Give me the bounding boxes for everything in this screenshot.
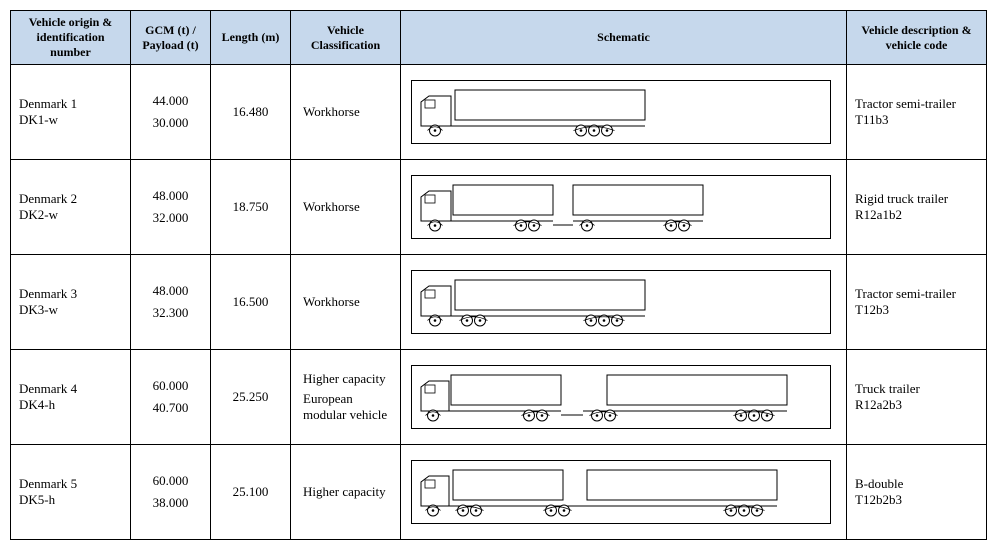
- col-length: Length (m): [211, 11, 291, 65]
- truck-schematic-icon: [411, 80, 831, 144]
- origin-line2: DK2-w: [19, 207, 122, 223]
- col-gcm: GCM (t) / Payload (t): [131, 11, 211, 65]
- length-value: 25.250: [233, 389, 269, 404]
- payload-value: 32.300: [139, 305, 202, 321]
- desc-line1: Tractor semi-trailer: [855, 96, 978, 112]
- truck-schematic-icon: [411, 175, 831, 239]
- origin-line1: Denmark 2: [19, 191, 122, 207]
- truck-schematic-icon: [411, 365, 831, 429]
- classification-line: Workhorse: [303, 104, 392, 120]
- classification-line: European modular vehicle: [303, 391, 392, 423]
- classification-cell: Workhorse: [291, 160, 401, 255]
- gcm-value: 60.000: [139, 378, 202, 394]
- length-cell: 18.750: [211, 160, 291, 255]
- classification-line: Higher capacity: [303, 371, 392, 387]
- payload-value: 40.700: [139, 400, 202, 416]
- origin-line2: DK4-h: [19, 397, 122, 413]
- truck-schematic-icon: [411, 270, 831, 334]
- origin-cell: Denmark 4DK4-h: [11, 350, 131, 445]
- origin-line1: Denmark 3: [19, 286, 122, 302]
- col-origin: Vehicle origin & identification number: [11, 11, 131, 65]
- gcm-cell: 60.000 40.700: [131, 350, 211, 445]
- payload-value: 30.000: [139, 115, 202, 131]
- description-cell: Tractor semi-trailerT11b3: [847, 65, 987, 160]
- origin-cell: Denmark 2DK2-w: [11, 160, 131, 255]
- col-description: Vehicle description & vehicle code: [847, 11, 987, 65]
- desc-line2: T12b2b3: [855, 492, 978, 508]
- origin-line1: Denmark 4: [19, 381, 122, 397]
- length-cell: 16.480: [211, 65, 291, 160]
- length-value: 16.500: [233, 294, 269, 309]
- desc-line2: R12a2b3: [855, 397, 978, 413]
- desc-line2: T11b3: [855, 112, 978, 128]
- desc-line1: B-double: [855, 476, 978, 492]
- length-cell: 16.500: [211, 255, 291, 350]
- classification-line: Higher capacity: [303, 484, 392, 500]
- origin-line2: DK5-h: [19, 492, 122, 508]
- origin-cell: Denmark 5DK5-h: [11, 445, 131, 540]
- gcm-cell: 60.000 38.000: [131, 445, 211, 540]
- gcm-cell: 44.000 30.000: [131, 65, 211, 160]
- table-row: Denmark 3DK3-w 48.000 32.300 16.500 Workhors…: [11, 255, 987, 350]
- classification-cell: Workhorse: [291, 255, 401, 350]
- col-schematic: Schematic: [401, 11, 847, 65]
- length-cell: 25.250: [211, 350, 291, 445]
- gcm-value: 48.000: [139, 283, 202, 299]
- table-row: Denmark 1DK1-w 44.000 30.000 16.480 Workhors…: [11, 65, 987, 160]
- schematic-cell: [401, 65, 847, 160]
- origin-cell: Denmark 1DK1-w: [11, 65, 131, 160]
- origin-line1: Denmark 5: [19, 476, 122, 492]
- schematic-cell: [401, 160, 847, 255]
- classification-cell: Workhorse: [291, 65, 401, 160]
- description-cell: Rigid truck trailerR12a1b2: [847, 160, 987, 255]
- desc-line1: Truck trailer: [855, 381, 978, 397]
- classification-cell: Higher capacity: [291, 445, 401, 540]
- payload-value: 38.000: [139, 495, 202, 511]
- classification-line: Workhorse: [303, 199, 392, 215]
- schematic-cell: [401, 255, 847, 350]
- table-row: Denmark 5DK5-h 60.000 38.000 25.100 Higher c…: [11, 445, 987, 540]
- desc-line1: Rigid truck trailer: [855, 191, 978, 207]
- desc-line2: R12a1b2: [855, 207, 978, 223]
- vehicle-table: Vehicle origin & identification number G…: [10, 10, 987, 540]
- classification-line: Workhorse: [303, 294, 392, 310]
- description-cell: Truck trailerR12a2b3: [847, 350, 987, 445]
- length-value: 25.100: [233, 484, 269, 499]
- length-value: 16.480: [233, 104, 269, 119]
- truck-schematic-icon: [411, 460, 831, 524]
- length-value: 18.750: [233, 199, 269, 214]
- gcm-value: 48.000: [139, 188, 202, 204]
- desc-line1: Tractor semi-trailer: [855, 286, 978, 302]
- description-cell: B-doubleT12b2b3: [847, 445, 987, 540]
- gcm-value: 44.000: [139, 93, 202, 109]
- origin-cell: Denmark 3DK3-w: [11, 255, 131, 350]
- schematic-cell: [401, 445, 847, 540]
- col-classification: Vehicle Classification: [291, 11, 401, 65]
- length-cell: 25.100: [211, 445, 291, 540]
- table-row: Denmark 4DK4-h 60.000 40.700 25.250 Higher c…: [11, 350, 987, 445]
- header-row: Vehicle origin & identification number G…: [11, 11, 987, 65]
- desc-line2: T12b3: [855, 302, 978, 318]
- classification-cell: Higher capacity European modular vehicle: [291, 350, 401, 445]
- gcm-cell: 48.000 32.000: [131, 160, 211, 255]
- origin-line2: DK3-w: [19, 302, 122, 318]
- origin-line2: DK1-w: [19, 112, 122, 128]
- gcm-cell: 48.000 32.300: [131, 255, 211, 350]
- gcm-value: 60.000: [139, 473, 202, 489]
- schematic-cell: [401, 350, 847, 445]
- payload-value: 32.000: [139, 210, 202, 226]
- description-cell: Tractor semi-trailerT12b3: [847, 255, 987, 350]
- origin-line1: Denmark 1: [19, 96, 122, 112]
- table-row: Denmark 2DK2-w 48.000 32.000 18.750 Workhors…: [11, 160, 987, 255]
